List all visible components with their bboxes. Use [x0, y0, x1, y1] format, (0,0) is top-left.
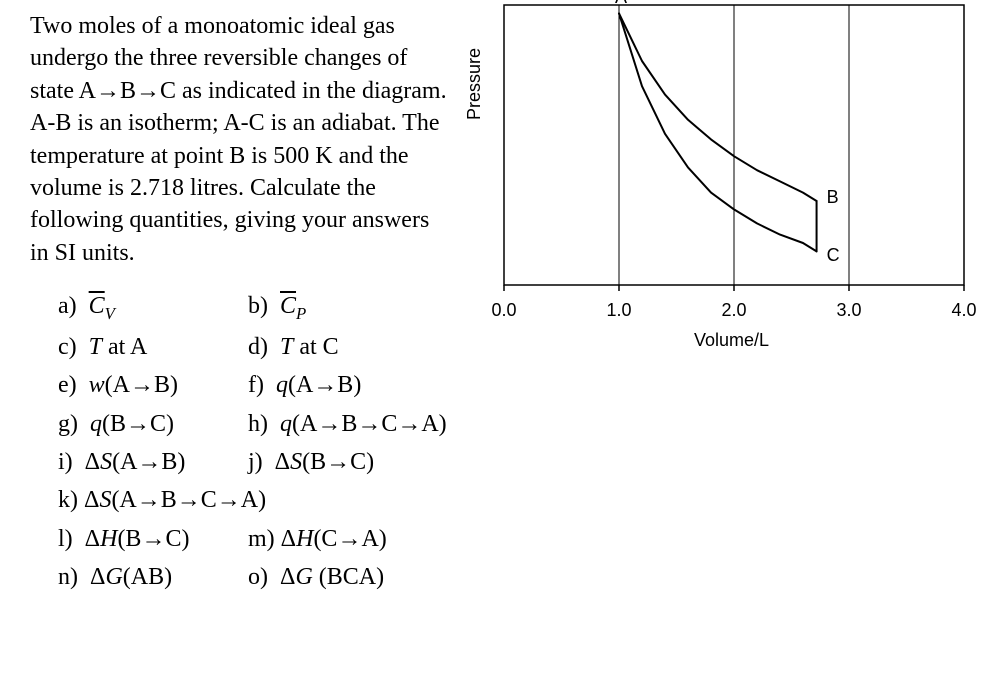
chart-point-label-B: B: [827, 187, 839, 208]
x-tick: 4.0: [951, 300, 976, 321]
x-tick: 1.0: [606, 300, 631, 321]
q-k: k) ΔS(A→B→C→A) k) ΔS(A→B→C→A): [58, 481, 266, 519]
q-d: d) T at C d) T at C: [248, 328, 438, 366]
q-g: g) q(B→C) g) q(B→C): [58, 405, 248, 443]
x-tick: 2.0: [721, 300, 746, 321]
q-j: j) ΔS(B→C) j) ΔS(B→C): [248, 443, 438, 481]
y-axis-label: Pressure: [464, 48, 485, 120]
q-m: m) ΔH(C→A) m) ΔH(C→A): [248, 520, 438, 558]
x-tick: 0.0: [491, 300, 516, 321]
q-e: e) w(A→B) e) w(A→B): [58, 366, 248, 404]
q-l: l) ΔH(B→C) l) ΔH(B→C): [58, 520, 248, 558]
chart-point-label-A: A: [615, 0, 627, 8]
q-c: c) T at A c) T at A: [58, 328, 248, 366]
q-b: b) CP b) C̅ₚ: [248, 287, 438, 328]
q-a: a) CV a) C̅ᵥ: [58, 287, 248, 328]
page-root: Two moles of a monoatomic ideal gas unde…: [0, 0, 984, 698]
problem-intro: Two moles of a monoatomic ideal gas unde…: [30, 10, 450, 269]
x-tick: 3.0: [836, 300, 861, 321]
chart-point-label-C: C: [827, 245, 840, 266]
pv-chart-svg: [464, 0, 974, 300]
q-h: h) q(A→B→C→A) h) q(A→B→C→A): [248, 405, 447, 443]
q-n: n) ΔG(AB) n) ΔG(AB): [58, 558, 248, 596]
q-i: i) ΔS(A→B) i) ΔS(A→B): [58, 443, 248, 481]
q-f: f) q(A→B) f) q(A→B): [248, 366, 438, 404]
pv-chart: Pressure Volume/L 0.0 1.0 2.0 3.0 4.0 A B C: [464, 0, 974, 360]
x-axis-label: Volume/L: [694, 330, 769, 351]
q-o: o) ΔG (BCA) o) ΔG (BCA): [248, 558, 438, 596]
